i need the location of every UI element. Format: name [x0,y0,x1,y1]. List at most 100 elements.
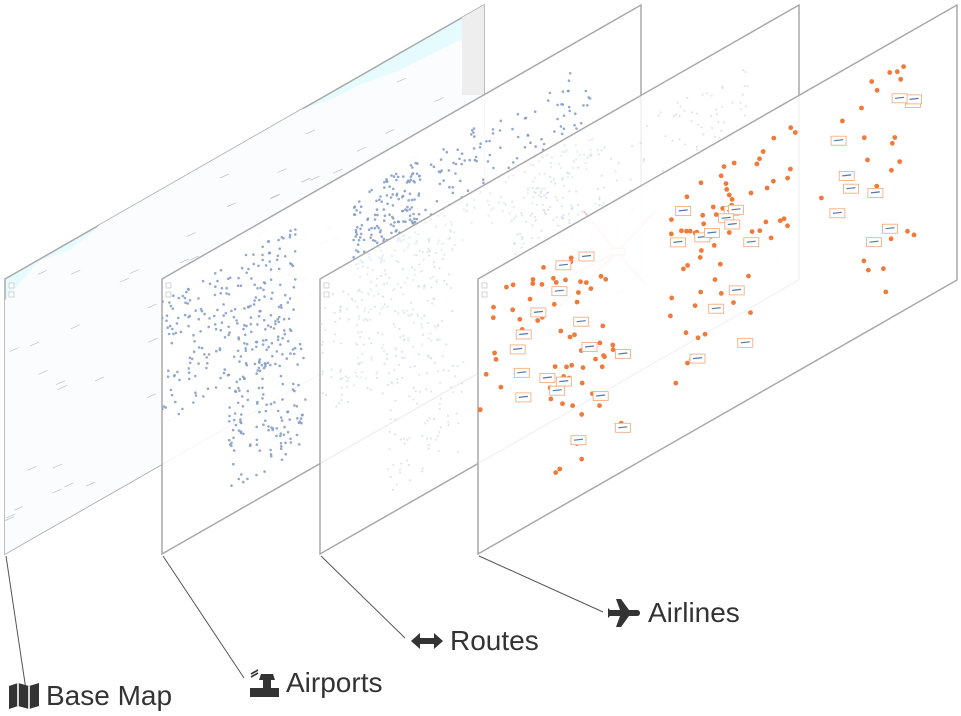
airport-dot [553,130,556,133]
airport-dot [371,239,375,242]
airport-dot [167,332,171,336]
airport-dot [279,283,282,287]
route-airport-dot [430,286,433,289]
airport-dot [269,278,273,282]
route-airport-dot [413,365,416,368]
airline-logo-mark [869,240,879,243]
airport-dot [360,223,364,227]
airport-dot [234,423,238,427]
route-airport-dot [741,93,745,96]
airport-dot [262,423,265,427]
airport-dot [214,272,217,275]
airport-dot [162,300,164,303]
airport-dot [408,192,412,196]
zoom-controls[interactable] [165,282,172,298]
place-label-mark [129,269,139,274]
route-airport-dot [614,170,617,173]
airport-dot [546,99,550,102]
airport-dot [472,127,476,130]
airline-hub-dot [748,190,754,196]
airport-dot [295,433,299,437]
route-airport-dot [568,219,571,222]
airline-hub-dot [771,178,776,184]
airport-dot [202,395,205,398]
airport-dot [283,254,287,258]
airport-dot [472,147,476,150]
airport-dot [279,416,283,419]
airport-dot [261,245,265,249]
airport-dot [269,363,272,367]
zoom-controls[interactable] [323,282,330,298]
airline-hub-dot [889,140,895,146]
airline-logo-mark [727,222,737,226]
airline-hub-dot [530,281,536,286]
airport-dot [239,355,243,358]
airport-dot [269,313,273,317]
airport-dot [232,436,235,440]
airport-dot [225,286,228,290]
route-airport-dot [520,235,524,239]
route-airport-dot [739,108,742,111]
route-airport-dot [596,148,599,152]
route-airport-dot [510,219,513,222]
route-airport-dot [460,382,463,385]
route-airport-dot [549,175,552,179]
route-airport-dot [375,284,378,287]
airport-dot [162,405,166,408]
airline-hub-dot [610,347,616,353]
airport-dot [357,250,360,254]
route-airport-dot [722,121,726,124]
airport-dot [187,377,191,381]
airport-dot [281,353,284,356]
airline-hub-dot [865,157,870,163]
airport-dot [168,324,172,328]
airport-dot [292,352,296,356]
airline-hub-dot [754,161,760,167]
route-airport-dot [412,386,415,389]
airport-dot [562,114,566,117]
airport-dot [277,320,281,324]
airport-dot [276,409,280,413]
airport-dot [228,414,231,418]
airport-dot [215,349,218,353]
airport-dot [298,342,302,346]
airport-dot [262,288,265,292]
airline-hub-dot [530,277,536,282]
route-airport-dot [534,191,537,194]
airport-dot [356,243,360,246]
airline-hub-dot [865,267,871,273]
airport-dot [219,268,223,272]
route-airport-dot [537,236,540,239]
airport-dot [274,322,277,326]
route-airport-dot [360,290,363,293]
airline-hub-dot [729,197,735,202]
airport-dot [187,315,190,319]
airport-dot [297,383,300,387]
route-airport-dot [700,125,703,129]
route-airport-dot [511,200,514,203]
route-airport-dot [671,139,674,142]
airport-dot [389,223,393,226]
route-airport-dot [568,222,571,225]
airport-dot [413,217,416,221]
airport-dot [281,398,284,401]
airport-dot [194,391,197,395]
route-airport-dot [399,468,402,471]
layer-label-airports: Airports [248,667,382,699]
route-airport-dot [436,370,439,373]
zoom-controls[interactable] [8,282,15,298]
airport-dot [285,357,289,360]
zoom-controls[interactable] [481,282,488,298]
route-airport-dot [429,356,432,359]
airport-dot [256,369,260,372]
route-airport-dot [438,407,441,410]
route-airport-dot [560,215,564,218]
route-airport-dot [394,433,397,436]
route-airport-dot [324,307,327,310]
airline-logo-mark [559,380,569,383]
place-label-mark [85,481,96,487]
airport-dot [359,205,363,208]
airline-logo-mark [885,227,895,230]
airline-logo-mark [909,97,919,100]
